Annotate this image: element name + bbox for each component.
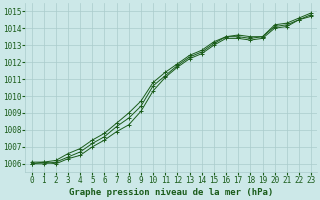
X-axis label: Graphe pression niveau de la mer (hPa): Graphe pression niveau de la mer (hPa) <box>69 188 274 197</box>
